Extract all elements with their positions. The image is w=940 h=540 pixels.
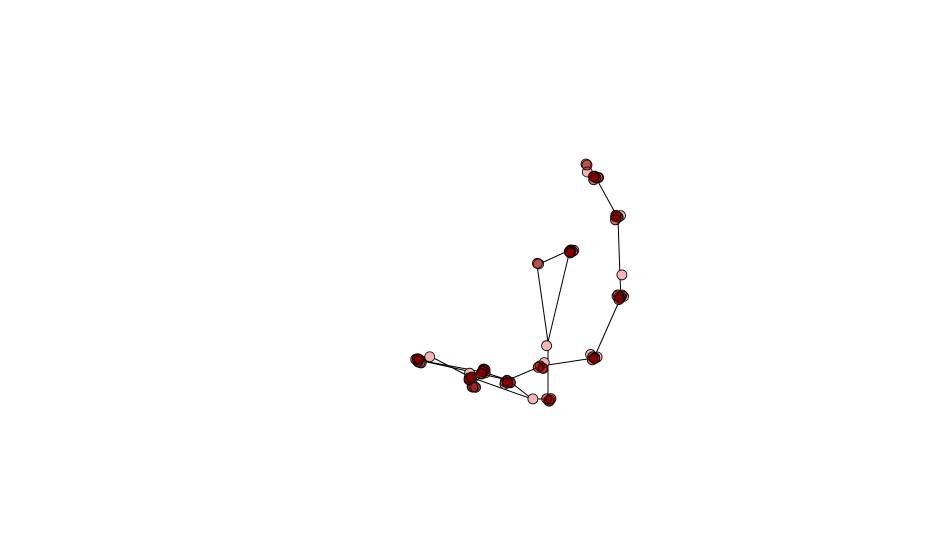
node-circle-dense <box>466 371 478 383</box>
node-circle-dense <box>588 171 599 182</box>
node-circle-dense <box>610 214 621 226</box>
edge-n17-n18 <box>547 249 571 343</box>
node-cluster-n3 <box>610 209 626 226</box>
nodes-layer <box>410 158 629 407</box>
node-cluster-n5 <box>611 289 629 305</box>
node-cluster-n17 <box>541 340 552 352</box>
node-cluster-n7 <box>532 357 550 374</box>
edge-n3-n4 <box>617 217 621 279</box>
node-circle-dense <box>613 294 625 305</box>
node-cluster-n18 <box>563 244 580 259</box>
node-circle-dense <box>564 247 576 259</box>
node-circle-light <box>541 340 552 352</box>
node-circle-light <box>616 269 628 281</box>
node-cluster-n15 <box>527 393 539 405</box>
edge-n6-n7 <box>540 357 595 367</box>
node-cluster-n4 <box>616 269 628 281</box>
node-circle-dense <box>413 353 425 365</box>
edge-n14-n8 <box>417 359 509 381</box>
node-circle-dense <box>532 361 544 373</box>
node-cluster-n12 <box>463 367 478 386</box>
node-cluster-n16 <box>541 393 557 407</box>
node-cluster-n14 <box>410 353 427 369</box>
node-circle-dense <box>502 377 513 389</box>
node-cluster-n9 <box>475 363 491 380</box>
edge-n12-n15 <box>469 376 533 400</box>
edge-n17-n19 <box>536 264 549 343</box>
node-circle-dense <box>589 353 601 365</box>
node-circle-dense <box>545 393 557 405</box>
node-cluster-n19 <box>532 257 544 270</box>
node-circle-dense <box>581 159 593 171</box>
node-cluster-n8 <box>499 374 516 390</box>
edge-n5-n6 <box>593 296 622 359</box>
node-circle-light <box>527 393 539 405</box>
node-circle-dense <box>475 368 487 379</box>
node-circle-light <box>424 351 436 363</box>
node-cluster-n2 <box>588 170 605 186</box>
node-cluster-n6 <box>585 349 603 366</box>
node-cluster-n13 <box>424 351 436 363</box>
node-circle-dense <box>532 257 543 269</box>
